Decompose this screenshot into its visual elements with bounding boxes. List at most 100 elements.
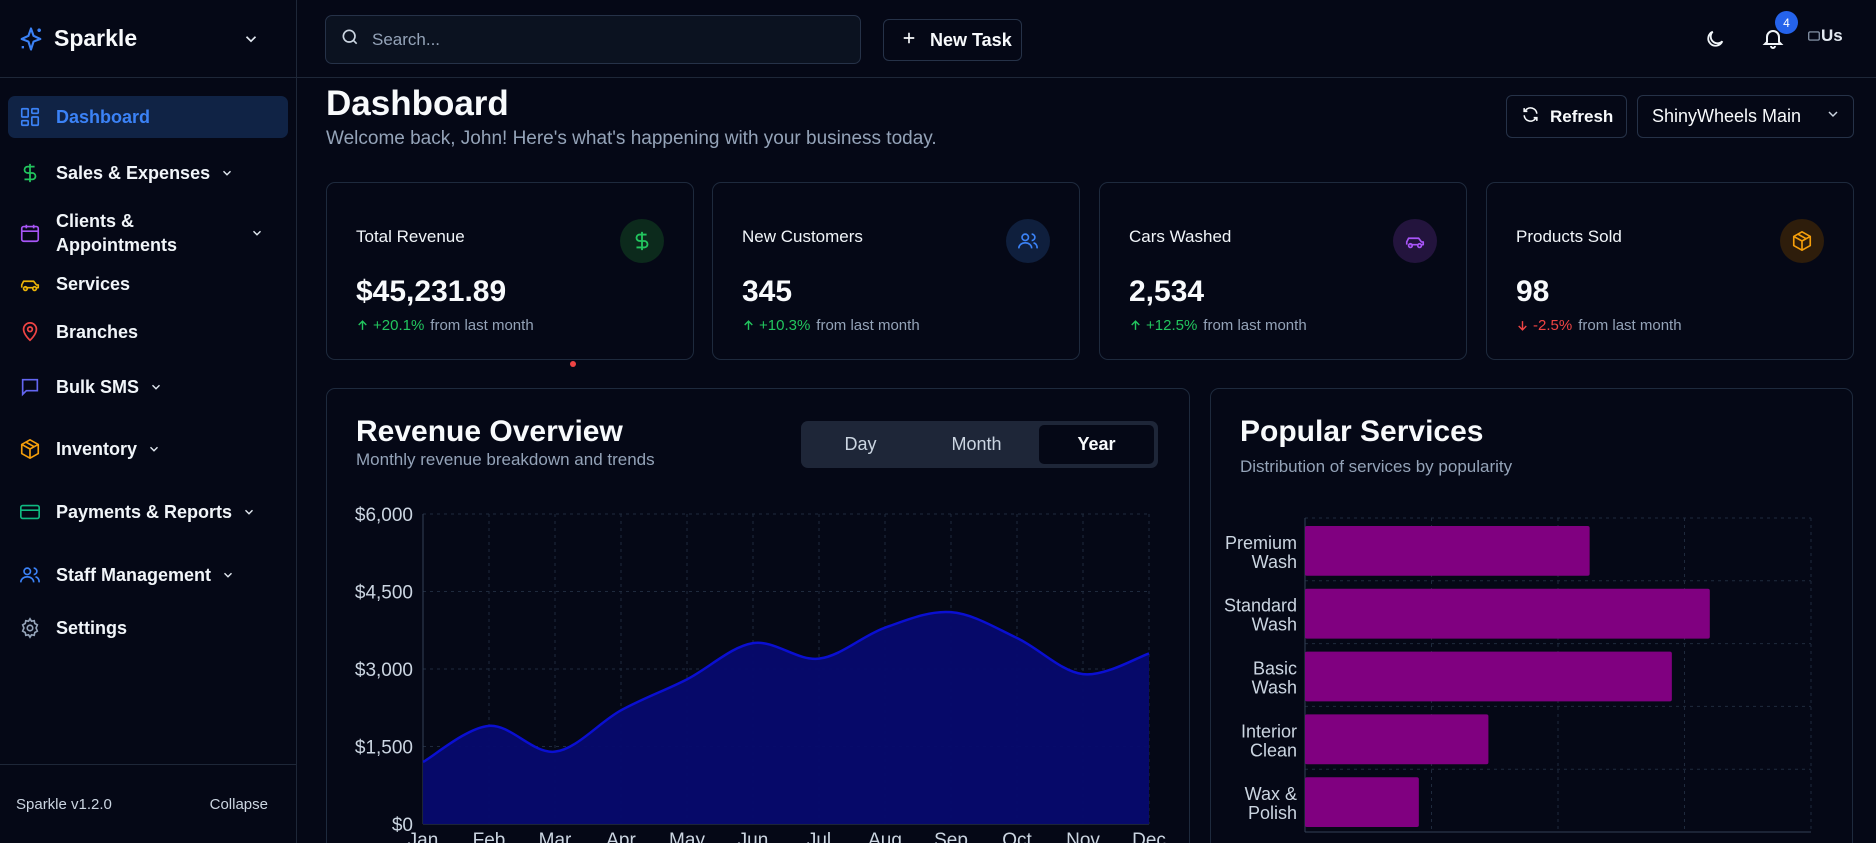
period-year-button[interactable]: Year [1039, 425, 1154, 464]
page-title: Dashboard [326, 84, 509, 123]
stat-value: 98 [1516, 275, 1550, 308]
sidebar-item-branches[interactable]: Branches [8, 314, 288, 350]
avatar-alt-text: Us [1821, 26, 1843, 45]
main-content: Dashboard Welcome back, John! Here's wha… [297, 78, 1876, 843]
plus-icon [900, 29, 918, 52]
x-tick-label: Sep [934, 830, 968, 843]
category-label: Wash [1252, 552, 1297, 572]
refresh-button[interactable]: Refresh [1506, 95, 1627, 138]
stat-card-cars-washed: Cars Washed 2,534 +12.5% from last month [1099, 182, 1467, 360]
chevron-down-icon [219, 566, 237, 584]
sidebar-item-label: Branches [56, 322, 139, 342]
bell-icon[interactable] [1760, 25, 1786, 51]
refresh-label: Refresh [1550, 106, 1614, 126]
category-label: Premium [1225, 533, 1297, 553]
stat-change-suffix: from last month [1203, 317, 1307, 334]
sidebar-item-settings[interactable]: Settings [8, 610, 288, 646]
stat-change-suffix: from last month [816, 317, 920, 334]
label-line: Clients & [56, 211, 135, 231]
sidebar-item-label: Dashboard [56, 107, 151, 127]
credit-card-icon [18, 500, 42, 524]
sidebar-item-clients-appointments[interactable]: Clients & Appointments [8, 208, 288, 258]
sidebar-item-bulk-sms[interactable]: Bulk SMS [8, 366, 288, 408]
avatar[interactable]: Us [1807, 19, 1843, 53]
sidebar-item-label: Settings [56, 618, 128, 638]
service-bar [1305, 651, 1672, 702]
category-label: Polish [1248, 803, 1297, 823]
sidebar-item-label: Staff Management [56, 565, 212, 585]
y-tick-label: $1,500 [355, 738, 413, 759]
refresh-icon [1521, 105, 1540, 129]
stat-change-percent: +10.3% [759, 317, 811, 334]
service-bar [1305, 777, 1419, 827]
dollar-icon [18, 161, 42, 185]
revenue-area-fill [423, 611, 1149, 824]
stat-change-percent: +12.5% [1146, 317, 1198, 334]
branch-select-value: ShinyWheels Main [1652, 106, 1802, 126]
y-tick-label: $0 [392, 815, 413, 836]
new-task-label: New Task [930, 29, 1012, 50]
branch-select[interactable]: ShinyWheels Main [1637, 95, 1854, 138]
brand-header: Sparkle [0, 0, 296, 78]
arrow-up-icon [1131, 320, 1140, 330]
popular-services-bar-chart: PremiumWashStandardWashBasicWashInterior… [1224, 517, 1812, 833]
sidebar: Sparkle Dashboard Sales & Expenses Clien… [0, 0, 297, 843]
search-icon [340, 27, 360, 52]
indicator-dot [570, 361, 576, 367]
category-label: Wash [1252, 678, 1297, 698]
stat-card-total-revenue: Total Revenue $45,231.89 +20.1% from las… [326, 182, 694, 360]
stat-change: +12.5% from last month [1129, 317, 1307, 334]
arrow-up-icon [358, 320, 367, 330]
chevron-down-icon[interactable] [240, 28, 262, 50]
label-line: Appointments [56, 235, 177, 255]
x-tick-label: Oct [1002, 830, 1032, 843]
moon-icon[interactable] [1702, 26, 1728, 52]
topbar: New Task 4 Us [297, 0, 1876, 78]
x-tick-label: Jan [408, 830, 439, 843]
sidebar-item-staff-management[interactable]: Staff Management [8, 554, 288, 596]
period-day-button[interactable]: Day [844, 434, 877, 454]
sidebar-nav: Dashboard Sales & Expenses Clients & App… [0, 78, 296, 646]
stat-change-percent: -2.5% [1533, 317, 1573, 334]
users-icon [1006, 219, 1050, 263]
stat-title: New Customers [742, 227, 863, 246]
new-task-button[interactable]: New Task [883, 19, 1022, 61]
sidebar-item-services[interactable]: Services [8, 266, 288, 302]
stat-title: Cars Washed [1129, 227, 1232, 246]
notification-badge: 4 [1775, 11, 1798, 34]
message-icon [18, 375, 42, 399]
stat-card-products-sold: Products Sold 98 -2.5% from last month [1486, 182, 1854, 360]
users-icon [18, 563, 42, 587]
search-box[interactable] [325, 15, 861, 64]
sidebar-item-inventory[interactable]: Inventory [8, 428, 288, 470]
stat-value: $45,231.89 [356, 275, 507, 308]
popular-title: Popular Services [1240, 415, 1484, 448]
chevron-down-icon [248, 224, 266, 242]
sidebar-item-label: Bulk SMS [56, 377, 140, 397]
sidebar-item-label: Clients & Appointments [56, 209, 177, 257]
sparkle-logo-icon [16, 24, 46, 54]
y-tick-label: $6,000 [355, 505, 413, 526]
category-label: Basic [1253, 659, 1297, 679]
x-tick-label: Jun [738, 830, 769, 843]
sidebar-item-dashboard[interactable]: Dashboard [8, 96, 288, 138]
sidebar-item-payments-reports[interactable]: Payments & Reports [8, 491, 288, 533]
stat-title: Products Sold [1516, 227, 1622, 246]
x-tick-label: May [669, 830, 705, 843]
period-month-button[interactable]: Month [951, 434, 1002, 454]
sidebar-item-sales-expenses[interactable]: Sales & Expenses [8, 152, 288, 194]
broken-image-icon [1808, 31, 1820, 41]
revenue-title: Revenue Overview [356, 415, 623, 448]
chevron-down-icon [1825, 106, 1841, 127]
stat-card-new-customers: New Customers 345 +10.3% from last month [712, 182, 1080, 360]
car-icon [18, 272, 42, 296]
stat-value: 345 [742, 275, 793, 308]
page-subtitle: Welcome back, John! Here's what's happen… [326, 128, 937, 149]
search-input[interactable] [372, 29, 832, 50]
category-label: Wash [1252, 615, 1297, 635]
stat-change-percent: +20.1% [373, 317, 425, 334]
x-tick-label: Aug [868, 830, 902, 843]
collapse-button[interactable]: Collapse [209, 795, 268, 813]
category-label: Standard [1224, 596, 1297, 616]
arrow-down-icon [1518, 321, 1527, 331]
